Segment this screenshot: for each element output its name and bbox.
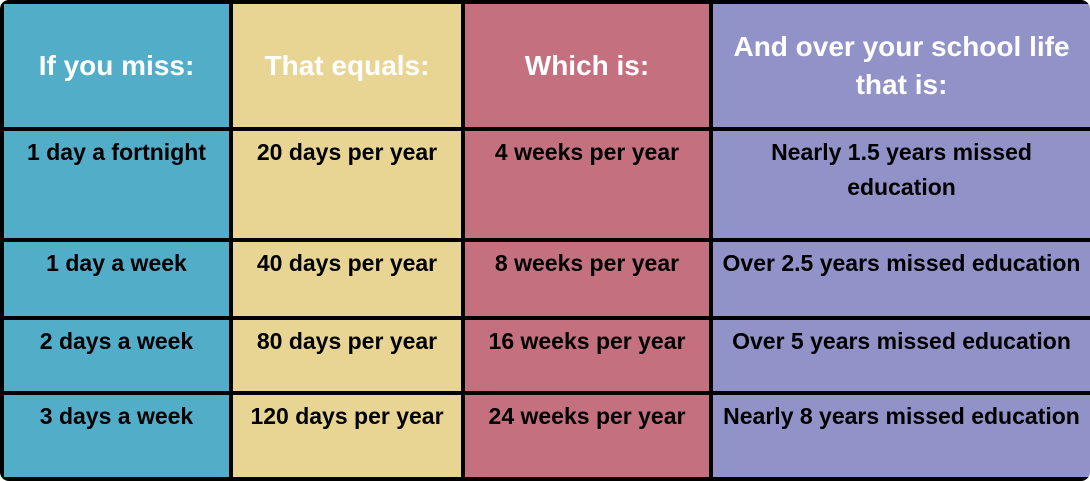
cell-equals: 120 days per year — [229, 391, 465, 481]
column-header-if-you-miss: If you miss: — [0, 0, 233, 131]
cell-miss: 1 day a fortnight — [0, 127, 233, 242]
cell-which: 16 weeks per year — [461, 316, 713, 395]
cell-equals: 20 days per year — [229, 127, 465, 242]
table-row: 3 days a week 120 days per year 24 weeks… — [0, 391, 1090, 481]
cell-life: Nearly 1.5 years missed education — [709, 127, 1090, 242]
cell-miss: 2 days a week — [0, 316, 233, 395]
cell-miss: 3 days a week — [0, 391, 233, 481]
column-header-school-life: And over your school life that is: — [709, 0, 1090, 131]
cell-which: 24 weeks per year — [461, 391, 713, 481]
cell-miss: 1 day a week — [0, 238, 233, 320]
header-row: If you miss: That equals: Which is: And … — [0, 0, 1090, 131]
cell-which: 4 weeks per year — [461, 127, 713, 242]
table-row: 2 days a week 80 days per year 16 weeks … — [0, 316, 1090, 395]
cell-equals: 40 days per year — [229, 238, 465, 320]
table-row: 1 day a week 40 days per year 8 weeks pe… — [0, 238, 1090, 320]
cell-life: Over 2.5 years missed education — [709, 238, 1090, 320]
column-header-which-is: Which is: — [461, 0, 713, 131]
cell-life: Nearly 8 years missed education — [709, 391, 1090, 481]
column-header-that-equals: That equals: — [229, 0, 465, 131]
cell-which: 8 weeks per year — [461, 238, 713, 320]
cell-equals: 80 days per year — [229, 316, 465, 395]
table-row: 1 day a fortnight 20 days per year 4 wee… — [0, 127, 1090, 242]
cell-life: Over 5 years missed education — [709, 316, 1090, 395]
